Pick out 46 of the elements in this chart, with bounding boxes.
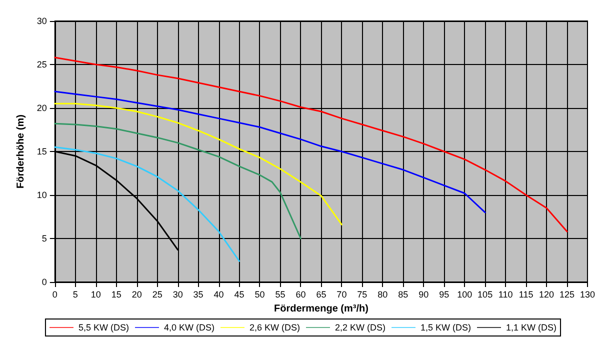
x-tick-label: 50 [254,290,265,300]
line-series [54,102,342,226]
x-tick-label: 105 [478,290,493,300]
x-tick-label: 20 [132,290,142,300]
x-tick-label: 100 [457,290,472,300]
x-tick-label: 75 [357,290,368,300]
legend-label: 5,5 KW (DS) [78,322,129,332]
y-tick-label: 30 [36,16,47,26]
y-tick-label: 0 [42,277,47,287]
x-tick-label: 110 [498,290,513,300]
y-tick-label: 5 [42,234,47,244]
x-tick-label: 55 [275,290,286,300]
x-tick-label: 95 [439,290,450,300]
y-tick-label: 15 [36,146,47,156]
y-tick-label: 20 [36,103,47,113]
line-series [54,122,302,240]
x-tick-label: 30 [172,290,183,300]
x-tick-label: 80 [378,290,388,300]
legend-label: 2,6 KW (DS) [249,322,300,332]
x-tick-label: 130 [580,290,596,300]
x-tick-label: 115 [518,290,534,300]
x-axis-title: Fördermenge (m³/h) [274,303,368,314]
line-series [54,56,568,232]
x-tick-label: 65 [316,290,326,300]
x-tick-label: 5 [72,290,78,300]
line-series [54,90,486,214]
x-tick-label: 15 [111,290,122,300]
x-tick-label: 40 [214,290,224,300]
y-tick-label: 10 [36,190,47,200]
y-axis-title: Förderhöhe (m) [16,114,26,188]
x-tick-label: 85 [398,290,408,300]
x-tick-label: 90 [418,290,429,300]
x-tick-label: 120 [539,290,554,300]
legend-label: 2,2 KW (DS) [335,322,386,332]
x-tick-label: 45 [234,290,244,300]
legend-label: 1,1 KW (DS) [506,322,557,332]
x-tick-label: 60 [296,290,306,300]
x-tick-label: 125 [559,290,575,300]
x-tick-label: 35 [193,290,204,300]
x-tick-label: 10 [90,290,101,300]
x-tick-label: 70 [336,290,347,300]
legend-label: 1,5 KW (DS) [420,322,472,332]
x-tick-label: 25 [152,290,162,300]
y-tick-label: 25 [36,60,47,70]
legend-label: 4,0 KW (DS) [164,322,215,332]
x-tick-label: 0 [52,290,58,300]
